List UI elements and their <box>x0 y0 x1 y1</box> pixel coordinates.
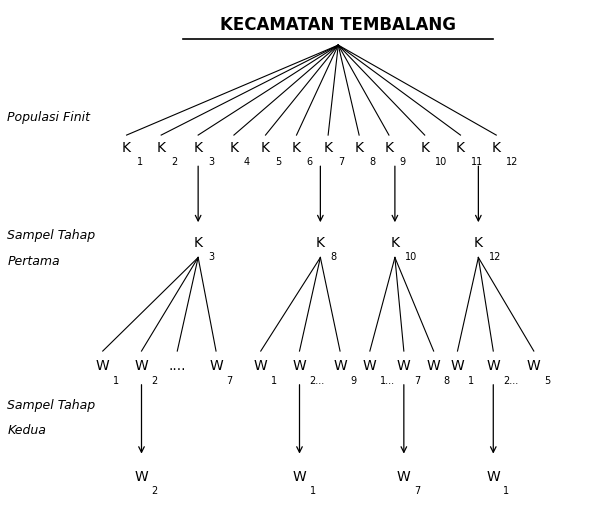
Text: 1: 1 <box>271 376 277 386</box>
Text: 8: 8 <box>331 252 337 262</box>
Text: Populasi Finit: Populasi Finit <box>7 111 90 124</box>
Text: W: W <box>527 359 541 373</box>
Text: 11: 11 <box>471 157 483 167</box>
Text: 2...: 2... <box>503 376 519 386</box>
Text: W: W <box>293 470 306 484</box>
Text: W: W <box>397 470 411 484</box>
Text: 9: 9 <box>350 376 356 386</box>
Text: K: K <box>456 141 465 155</box>
Text: 1: 1 <box>310 486 316 496</box>
Text: KECAMATAN TEMBALANG: KECAMATAN TEMBALANG <box>220 16 456 34</box>
Text: 1: 1 <box>468 376 474 386</box>
Text: 3: 3 <box>208 252 214 262</box>
Text: W: W <box>486 359 500 373</box>
Text: 7: 7 <box>414 376 420 386</box>
Text: K: K <box>323 141 332 155</box>
Text: K: K <box>229 141 238 155</box>
Text: 8: 8 <box>444 376 450 386</box>
Text: 1: 1 <box>113 376 119 386</box>
Text: Kedua: Kedua <box>7 424 46 437</box>
Text: 5: 5 <box>276 157 282 167</box>
Text: K: K <box>385 141 394 155</box>
Text: K: K <box>157 141 166 155</box>
Text: W: W <box>135 359 149 373</box>
Text: W: W <box>486 470 500 484</box>
Text: W: W <box>397 359 411 373</box>
Text: 1: 1 <box>137 157 143 167</box>
Text: W: W <box>363 359 377 373</box>
Text: W: W <box>96 359 110 373</box>
Text: 9: 9 <box>399 157 405 167</box>
Text: 7: 7 <box>338 157 344 167</box>
Text: K: K <box>193 141 202 155</box>
Text: 2: 2 <box>152 376 158 386</box>
Text: 1: 1 <box>503 486 510 496</box>
Text: 3: 3 <box>208 157 214 167</box>
Text: Sampel Tahap: Sampel Tahap <box>7 229 95 242</box>
Text: K: K <box>420 141 429 155</box>
Text: K: K <box>316 236 325 250</box>
Text: W: W <box>426 359 440 373</box>
Text: K: K <box>492 141 501 155</box>
Text: W: W <box>450 359 464 373</box>
Text: W: W <box>293 359 306 373</box>
Text: K: K <box>261 141 270 155</box>
Text: W: W <box>254 359 268 373</box>
Text: K: K <box>391 236 400 250</box>
Text: ....: .... <box>168 359 186 373</box>
Text: 12: 12 <box>506 157 519 167</box>
Text: K: K <box>355 141 364 155</box>
Text: Sampel Tahap: Sampel Tahap <box>7 399 95 412</box>
Text: 10: 10 <box>435 157 447 167</box>
Text: 1...: 1... <box>380 376 395 386</box>
Text: 5: 5 <box>544 376 550 386</box>
Text: Pertama: Pertama <box>7 254 60 268</box>
Text: W: W <box>209 359 223 373</box>
Text: 12: 12 <box>489 252 501 262</box>
Text: K: K <box>122 141 131 155</box>
Text: 10: 10 <box>405 252 418 262</box>
Text: 2...: 2... <box>310 376 325 386</box>
Text: K: K <box>474 236 483 250</box>
Text: 6: 6 <box>307 157 313 167</box>
Text: K: K <box>193 236 202 250</box>
Text: 7: 7 <box>414 486 420 496</box>
Text: 2: 2 <box>171 157 177 167</box>
Text: K: K <box>292 141 301 155</box>
Text: 2: 2 <box>152 486 158 496</box>
Text: W: W <box>135 470 149 484</box>
Text: 4: 4 <box>244 157 250 167</box>
Text: 8: 8 <box>369 157 376 167</box>
Text: 7: 7 <box>226 376 232 386</box>
Text: W: W <box>333 359 347 373</box>
